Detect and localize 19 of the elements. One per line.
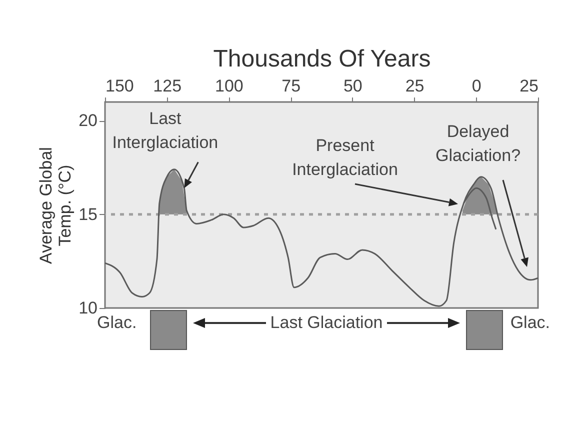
y-axis-title: Average Global Temp. (°C) <box>36 147 75 264</box>
x-tick-label: 25 <box>520 76 538 96</box>
annotation: Last Interglaciation <box>112 109 218 152</box>
x-tick-label: 0 <box>472 76 482 96</box>
x-tick-label: 125 <box>153 76 182 96</box>
x-tick-label: 50 <box>343 76 362 96</box>
annotation: Delayed Glaciation? <box>435 122 521 165</box>
y-tick-label: 20 <box>78 111 98 130</box>
x-tick-label: 150 <box>106 76 134 96</box>
text: Last Glaciation <box>270 313 383 333</box>
text: Glac. <box>510 313 550 333</box>
x-axis-title: Thousands Of Years <box>213 46 431 72</box>
y-tick-label: 10 <box>78 298 98 318</box>
x-tick-label: 100 <box>215 76 244 96</box>
text: Glac. <box>97 313 137 333</box>
x-tick-label: 75 <box>282 76 301 96</box>
annotation: Present Interglaciation <box>292 136 398 179</box>
y-tick-label: 15 <box>78 204 98 224</box>
x-tick-label: 25 <box>405 76 424 96</box>
